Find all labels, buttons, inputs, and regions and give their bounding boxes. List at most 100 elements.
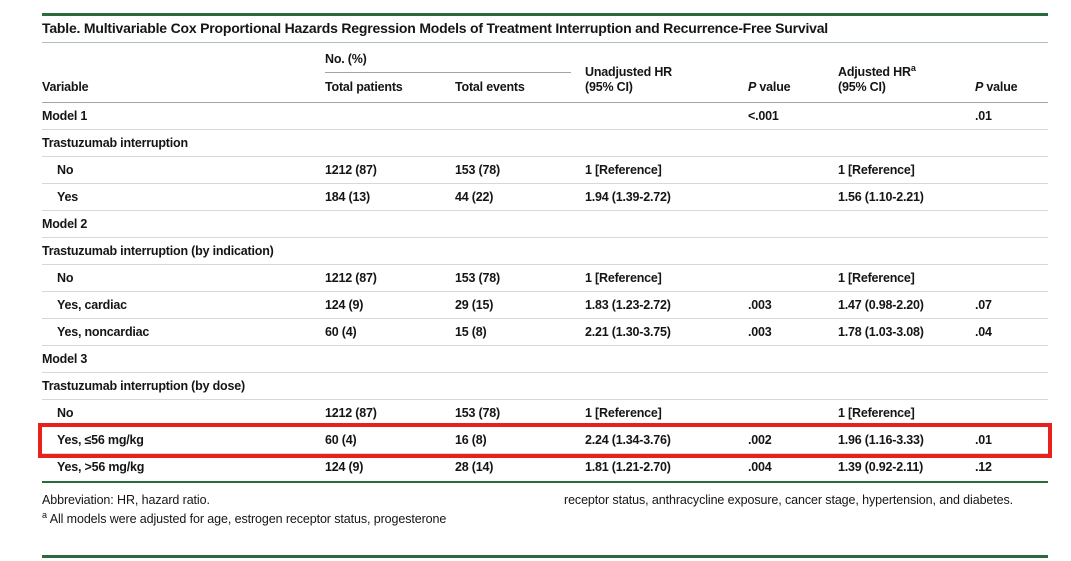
table-cell: <.001 <box>748 102 838 130</box>
table-cell <box>455 210 585 238</box>
table-cell: .004 <box>748 460 772 475</box>
table-cell <box>838 102 975 130</box>
table-cell: 124 (9) <box>325 460 364 475</box>
table-cell <box>455 345 585 373</box>
table-cell: 1 [Reference] <box>838 156 975 184</box>
table-cell: .04 <box>975 318 1048 346</box>
table-cell <box>975 399 1048 427</box>
table-cell: .01 <box>975 102 1048 130</box>
table-cell <box>748 237 838 265</box>
table-cell: 1.78 (1.03-3.08) <box>838 318 975 346</box>
table-cell <box>325 345 455 373</box>
row-label: No <box>42 156 325 184</box>
col-header-total-events: Total events <box>455 73 585 103</box>
table-row: Trastuzumab interruption (by dose) <box>42 372 1048 400</box>
table-cell: 15 (8) <box>455 318 585 346</box>
adjusted-hr-line2: (95% CI) <box>838 80 886 94</box>
table-row: Yes, >56 mg/kg 124 (9) 28 (14) 1.81 (1.21-2… <box>42 454 1048 481</box>
table-cell <box>838 345 975 373</box>
table-cell <box>455 237 585 265</box>
table-cell: 1 [Reference] <box>838 399 975 427</box>
no-pct-label: No. (%) <box>325 52 367 66</box>
table-row: Trastuzumab interruption <box>42 129 1048 157</box>
table-cell <box>455 372 585 400</box>
table-cell <box>748 399 838 427</box>
table-cell: .12 <box>975 460 992 475</box>
table-cell <box>975 372 1048 400</box>
table-cell: 1.47 (0.98-2.20) <box>838 291 975 319</box>
table-cell: 1.83 (1.23-2.72) <box>585 291 748 319</box>
subheader-row: Total patients Total events <box>42 73 1048 103</box>
table-cell <box>838 129 975 157</box>
table-cell <box>975 264 1048 292</box>
table-cell: 60 (4) <box>325 318 455 346</box>
table-cell: 2.24 (1.34-3.76) <box>585 426 748 454</box>
table-cell: 1 [Reference] <box>585 264 748 292</box>
footnote-a-text: All models were adjusted for age, estrog… <box>49 512 447 527</box>
table-cell <box>585 129 748 157</box>
col-header-adjusted-hr: Adjusted HRa (95% CI) <box>838 43 975 103</box>
table-row: Trastuzumab interruption (by indication) <box>42 237 1048 265</box>
table-cell <box>975 156 1048 184</box>
table-cell: 153 (78) <box>455 264 585 292</box>
table-cell: 1212 (87) <box>325 156 455 184</box>
table-cell: 1.96 (1.16-3.33) <box>838 426 975 454</box>
footer-rule <box>42 480 1048 483</box>
row-label: Model 2 <box>42 210 325 238</box>
table-cell: .002 <box>748 426 838 454</box>
table-cell <box>748 156 838 184</box>
cox-regression-table: Variable No. (%) Unadjusted HR (95% CI) P… <box>38 43 1052 481</box>
p-symbol: P <box>748 80 757 94</box>
table-title: Table. Multivariable Cox Proportional Ha… <box>42 16 1048 43</box>
table-cell: 1.81 (1.21-2.70) <box>585 460 671 475</box>
unadjusted-hr-line2: (95% CI) <box>585 80 633 94</box>
table-row: Model 3 <box>42 345 1048 373</box>
table-cell: .003 <box>748 291 838 319</box>
table-row: Yes 184 (13) 44 (22) 1.94 (1.39-2.72) 1.56 (… <box>42 183 1048 211</box>
footnote-a-continued: receptor status, anthracycline exposure,… <box>564 492 1014 507</box>
table-cell <box>325 372 455 400</box>
paper-table-figure: Table. Multivariable Cox Proportional Ha… <box>38 13 1052 558</box>
top-rule <box>42 13 1048 16</box>
footnote-a-left: a All models were adjusted for age, estr… <box>42 509 536 529</box>
table-cell: 184 (13) <box>325 183 455 211</box>
table-cell <box>325 210 455 238</box>
abbreviation-note: Abbreviation: HR, hazard ratio. <box>42 492 210 507</box>
table-cell <box>838 210 975 238</box>
table-cell: .003 <box>748 318 838 346</box>
p-symbol: P <box>975 80 984 94</box>
table-cell: 1.39 (0.92-2.11) <box>838 460 924 475</box>
table-cell <box>585 237 748 265</box>
col-header-variable: Variable <box>42 43 325 103</box>
bottom-rule <box>42 555 1048 558</box>
p-value-rest: value <box>756 80 791 94</box>
table-cell: .07 <box>975 291 1048 319</box>
row-label: Model 1 <box>42 102 325 130</box>
footnotes-left-column: Abbreviation: HR, hazard ratio. a All mo… <box>42 491 536 530</box>
row-label: Trastuzumab interruption (by dose) <box>42 372 325 400</box>
table-row: No 1212 (87) 153 (78) 1 [Reference] 1 [Refer… <box>42 264 1048 292</box>
table-cell: 124 (9) <box>325 291 455 319</box>
row-label: Yes, noncardiac <box>42 318 325 346</box>
col-header-p-value-unadjusted: P value <box>748 43 838 103</box>
spanner-row: Variable No. (%) Unadjusted HR (95% CI) P… <box>42 43 1048 103</box>
table-cell <box>748 129 838 157</box>
table-cell: 16 (8) <box>455 426 585 454</box>
table-cell <box>748 372 838 400</box>
col-header-total-patients: Total patients <box>325 73 455 103</box>
table-cell <box>975 183 1048 211</box>
table-row: Model 1 <.001 .01 <box>42 102 1048 130</box>
table-cell: 1212 (87) <box>325 264 455 292</box>
table-cell: 29 (15) <box>455 291 585 319</box>
table-cell <box>975 129 1048 157</box>
table-cell <box>748 183 838 211</box>
row-label: No <box>42 399 325 427</box>
footnote-marker-a: a <box>910 62 916 73</box>
table-cell <box>455 102 585 130</box>
highlighted-table-row: Yes, ≤56 mg/kg 60 (4) 16 (8) 2.24 (1.34-3.7… <box>38 422 1052 458</box>
table-cell: 44 (22) <box>455 183 585 211</box>
table-cell <box>748 345 838 373</box>
table-cell <box>975 210 1048 238</box>
col-header-unadjusted-hr: Unadjusted HR (95% CI) <box>585 43 748 103</box>
table-cell: 1.94 (1.39-2.72) <box>585 183 748 211</box>
